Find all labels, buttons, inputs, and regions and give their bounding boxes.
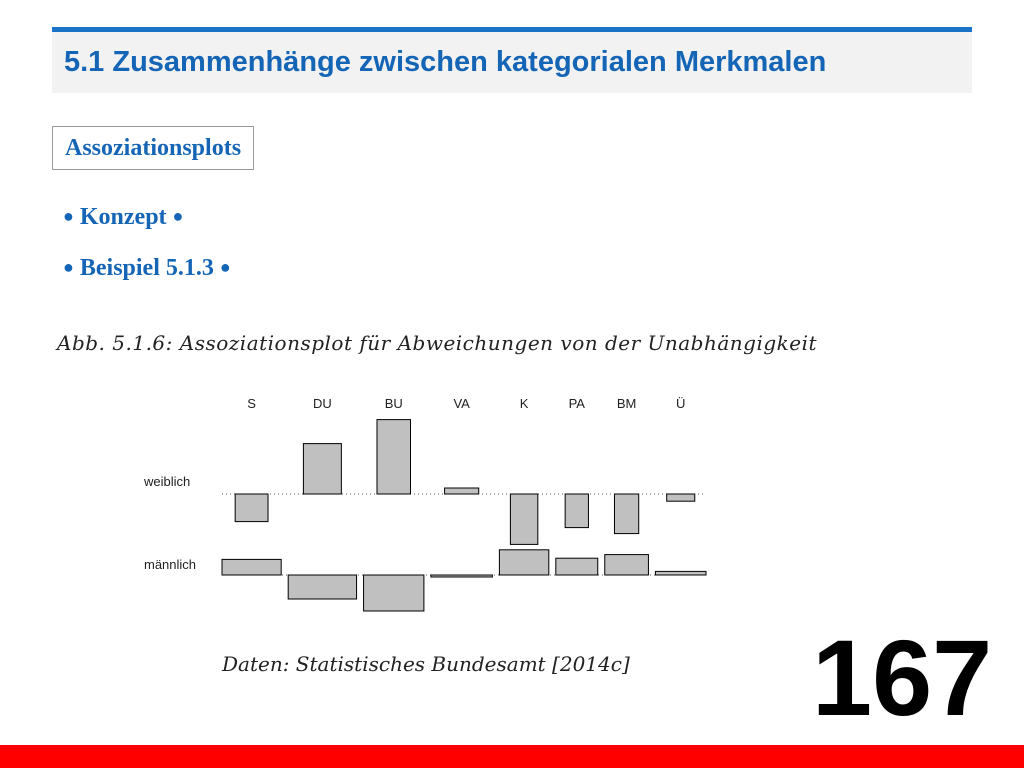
residual-bar bbox=[613, 493, 640, 535]
residual-bar bbox=[287, 574, 358, 600]
bullet-dot-left: ● bbox=[63, 257, 74, 277]
residual-bar bbox=[498, 549, 550, 576]
column-label: BU bbox=[385, 396, 403, 411]
column-label: Ü bbox=[676, 396, 685, 411]
residual-bar bbox=[430, 574, 493, 578]
bullet-beispiel: ● Beispiel 5.1.3 ● bbox=[63, 255, 231, 282]
section-heading: Assoziationsplots bbox=[52, 126, 255, 170]
figure-caption: Abb. 5.1.6: Assoziationsplot für Abweich… bbox=[57, 331, 818, 355]
residual-bar bbox=[376, 419, 411, 495]
residual-bar bbox=[234, 493, 269, 523]
footer-bar bbox=[0, 745, 1024, 768]
title-bar: 5.1 Zusammenhänge zwischen kategorialen … bbox=[52, 27, 972, 93]
bullet-konzept: ● Konzept ● bbox=[63, 204, 183, 231]
bullet-dot-right: ● bbox=[172, 206, 184, 226]
residual-bar bbox=[564, 493, 589, 529]
column-label: PA bbox=[569, 396, 586, 411]
residual-bar bbox=[555, 557, 599, 576]
column-label: K bbox=[520, 396, 529, 411]
residual-bar bbox=[221, 558, 282, 576]
column-label: S bbox=[247, 396, 256, 411]
residual-bar bbox=[444, 487, 480, 495]
row-label: weiblich bbox=[143, 474, 190, 489]
column-label: DU bbox=[313, 396, 332, 411]
row-label: männlich bbox=[144, 557, 196, 572]
residual-bar bbox=[666, 493, 696, 502]
residual-bar bbox=[509, 493, 539, 545]
bullet-text: Konzept bbox=[79, 204, 167, 230]
column-label: BM bbox=[617, 396, 637, 411]
column-label: VA bbox=[453, 396, 470, 411]
page-number: 167 bbox=[812, 617, 993, 738]
bullet-dot-right: ● bbox=[219, 257, 231, 277]
data-source: Daten: Statistisches Bundesamt [2014c] bbox=[222, 652, 630, 676]
residual-bar bbox=[363, 574, 425, 612]
bullet-text: Beispiel 5.1.3 bbox=[79, 255, 214, 281]
residual-bar bbox=[604, 554, 649, 576]
page-title: 5.1 Zusammenhänge zwischen kategorialen … bbox=[64, 46, 827, 78]
residual-bar bbox=[302, 443, 342, 495]
bullet-dot-left: ● bbox=[63, 206, 74, 226]
residual-bar bbox=[654, 570, 707, 576]
